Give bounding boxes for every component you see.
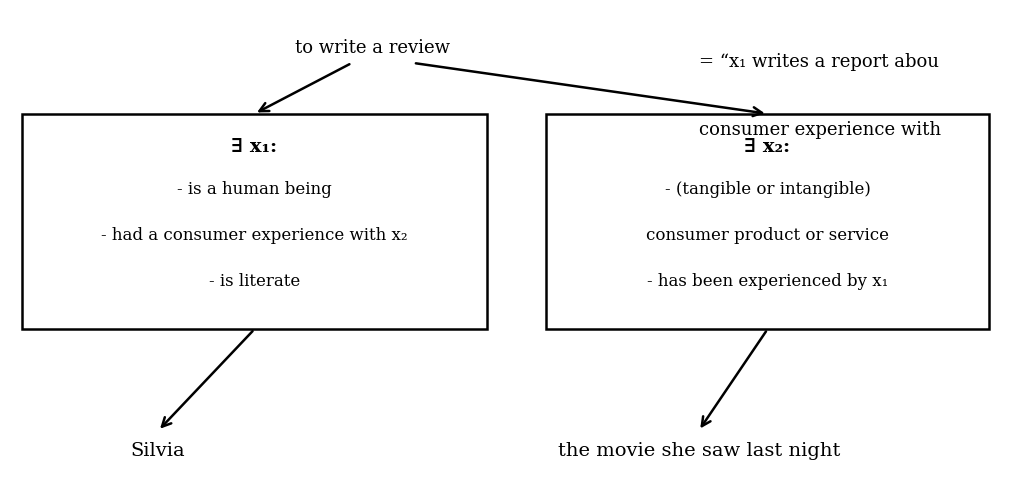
- Text: the movie she saw last night: the movie she saw last night: [557, 442, 839, 460]
- Text: - is a human being: - is a human being: [177, 182, 331, 198]
- Text: = “x₁ writes a report abou: = “x₁ writes a report abou: [698, 53, 937, 71]
- Text: ∃ x₂:: ∃ x₂:: [744, 138, 790, 156]
- Text: - (tangible or intangible): - (tangible or intangible): [664, 182, 869, 198]
- Text: to write a review: to write a review: [294, 39, 449, 57]
- Text: - has been experienced by x₁: - has been experienced by x₁: [646, 273, 888, 290]
- Text: consumer experience with: consumer experience with: [698, 121, 940, 139]
- Text: - had a consumer experience with x₂: - had a consumer experience with x₂: [101, 227, 408, 244]
- Text: - is literate: - is literate: [209, 273, 300, 290]
- FancyBboxPatch shape: [22, 114, 486, 329]
- Text: consumer product or service: consumer product or service: [645, 227, 889, 244]
- Text: ∃ x₁:: ∃ x₁:: [231, 138, 277, 156]
- Text: Silvia: Silvia: [130, 442, 185, 460]
- FancyBboxPatch shape: [545, 114, 988, 329]
